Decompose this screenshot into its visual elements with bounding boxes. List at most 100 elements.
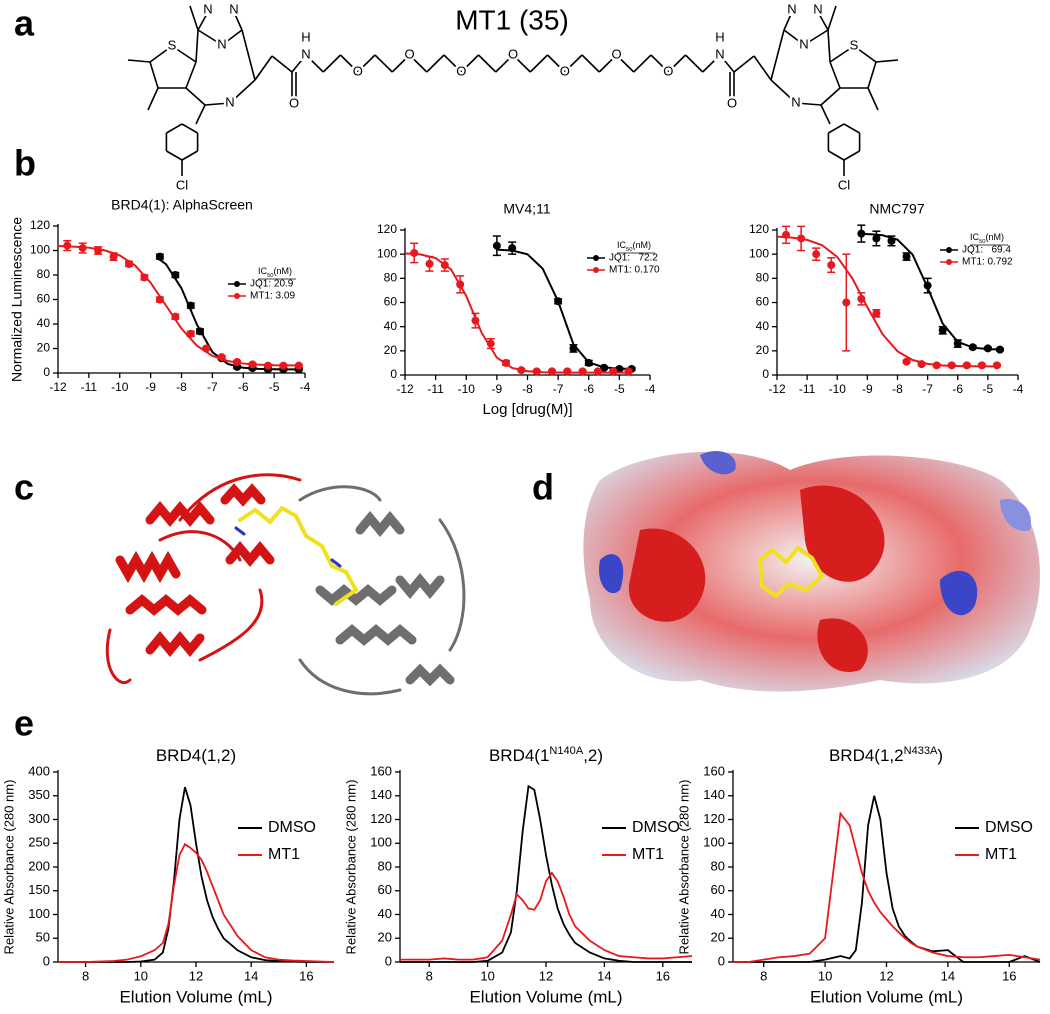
data-point — [125, 259, 134, 268]
bond — [291, 54, 307, 73]
bond — [820, 87, 841, 106]
x-tick-label: -7 — [553, 382, 564, 396]
x-tick-label: 16 — [656, 968, 670, 983]
bond — [181, 123, 198, 134]
data-point — [248, 360, 257, 369]
atom-label: O — [289, 95, 299, 110]
protein-ribbon — [105, 473, 466, 696]
data-point — [962, 361, 971, 370]
y-tick-label: 100 — [749, 246, 769, 260]
x-tick-label: -5 — [614, 382, 625, 396]
bond — [339, 54, 359, 73]
y-tick-label: 80 — [378, 858, 392, 873]
atom-label: O — [611, 46, 621, 61]
data-point — [109, 252, 118, 261]
x-axis-label: Elution Volume (mL) — [810, 987, 963, 1006]
bond — [149, 61, 159, 89]
x-tick-label: 12 — [189, 968, 203, 983]
data-point — [902, 357, 911, 366]
data-point — [992, 361, 1001, 370]
y-tick-label: 20 — [37, 341, 51, 355]
data-point — [217, 353, 226, 362]
y-axis-label: Relative Absorbance (280 nm) — [676, 780, 691, 955]
atom-label: N — [813, 1, 822, 16]
chart-title: NMC797 — [869, 201, 924, 217]
y-tick-label: 120 — [703, 811, 725, 826]
bond — [460, 54, 480, 73]
bond — [817, 11, 829, 31]
data-point — [797, 234, 806, 243]
bond — [357, 54, 376, 73]
y-tick-label: 250 — [28, 835, 50, 850]
x-tick-label: 12 — [539, 968, 553, 983]
y-tick-label: 120 — [749, 222, 769, 236]
bond — [828, 150, 845, 161]
bond — [829, 61, 841, 89]
y-tick-label: 0 — [385, 953, 392, 968]
data-point — [584, 358, 593, 367]
y-tick-label: 0 — [43, 365, 50, 379]
data-point — [196, 327, 205, 336]
x-tick-label: 8 — [82, 968, 89, 983]
y-tick-label: 300 — [28, 811, 50, 826]
legend-marker — [234, 281, 240, 287]
data-point — [486, 339, 495, 348]
bond — [546, 54, 566, 73]
bond — [529, 54, 549, 73]
bond — [241, 29, 256, 81]
data-point — [263, 361, 272, 370]
data-point — [872, 309, 881, 318]
bond — [195, 29, 199, 63]
text-part: BRD4(1,2) — [156, 746, 236, 765]
bond — [719, 54, 735, 73]
data-point — [609, 367, 618, 376]
x-tick-label: -12 — [396, 382, 414, 396]
fit-curve — [156, 256, 296, 371]
y-tick-label: 40 — [756, 319, 770, 333]
y-axis-label: Relative Absorbance (280 nm) — [1, 780, 16, 955]
bond — [254, 55, 273, 81]
y-tick-label: 350 — [28, 787, 50, 802]
legend-marker — [593, 267, 599, 273]
x-tick-label: 16 — [299, 968, 313, 983]
text-part: (nM) — [633, 240, 652, 250]
bond — [843, 150, 860, 161]
data-point — [887, 236, 896, 245]
bond — [229, 79, 256, 104]
atom-label: N — [229, 1, 238, 16]
legend-label: MT1 — [268, 846, 300, 863]
y-tick-label: 400 — [28, 763, 50, 778]
data-point — [857, 294, 866, 303]
data-point — [923, 281, 932, 290]
x-tick-label: -8 — [522, 382, 533, 396]
legend-label: MT1: 0.792 — [962, 257, 1013, 268]
bond — [828, 123, 845, 134]
bond — [166, 123, 183, 134]
text-part: ,2) — [583, 746, 603, 765]
text-part: 50 — [979, 239, 986, 245]
bond — [867, 87, 879, 111]
y-tick-label: 140 — [703, 787, 725, 802]
data-point — [456, 280, 465, 289]
data-point — [938, 326, 947, 335]
legend-marker — [234, 293, 240, 299]
x-tick-label: -12 — [49, 380, 67, 394]
x-tick-label: -5 — [983, 382, 994, 396]
text-part: 50 — [626, 247, 633, 253]
x-tick-label: -4 — [645, 382, 656, 396]
x-tick-label: 14 — [941, 968, 955, 983]
legend-label: MT1 — [985, 846, 1017, 863]
x-tick-label: -10 — [458, 382, 476, 396]
y-tick-label: 100 — [28, 906, 50, 921]
bond — [598, 54, 618, 73]
data-point — [502, 358, 511, 367]
x-tick-label: -8 — [892, 382, 903, 396]
fit-curve — [57, 244, 296, 367]
data-point — [517, 366, 526, 375]
x-tick-label: -9 — [145, 380, 156, 394]
y-tick-label: 20 — [756, 343, 770, 357]
text-part: N140A — [549, 745, 583, 757]
x-tick-label: -5 — [269, 380, 280, 394]
bond — [803, 29, 829, 46]
y-tick-label: 100 — [703, 835, 725, 850]
